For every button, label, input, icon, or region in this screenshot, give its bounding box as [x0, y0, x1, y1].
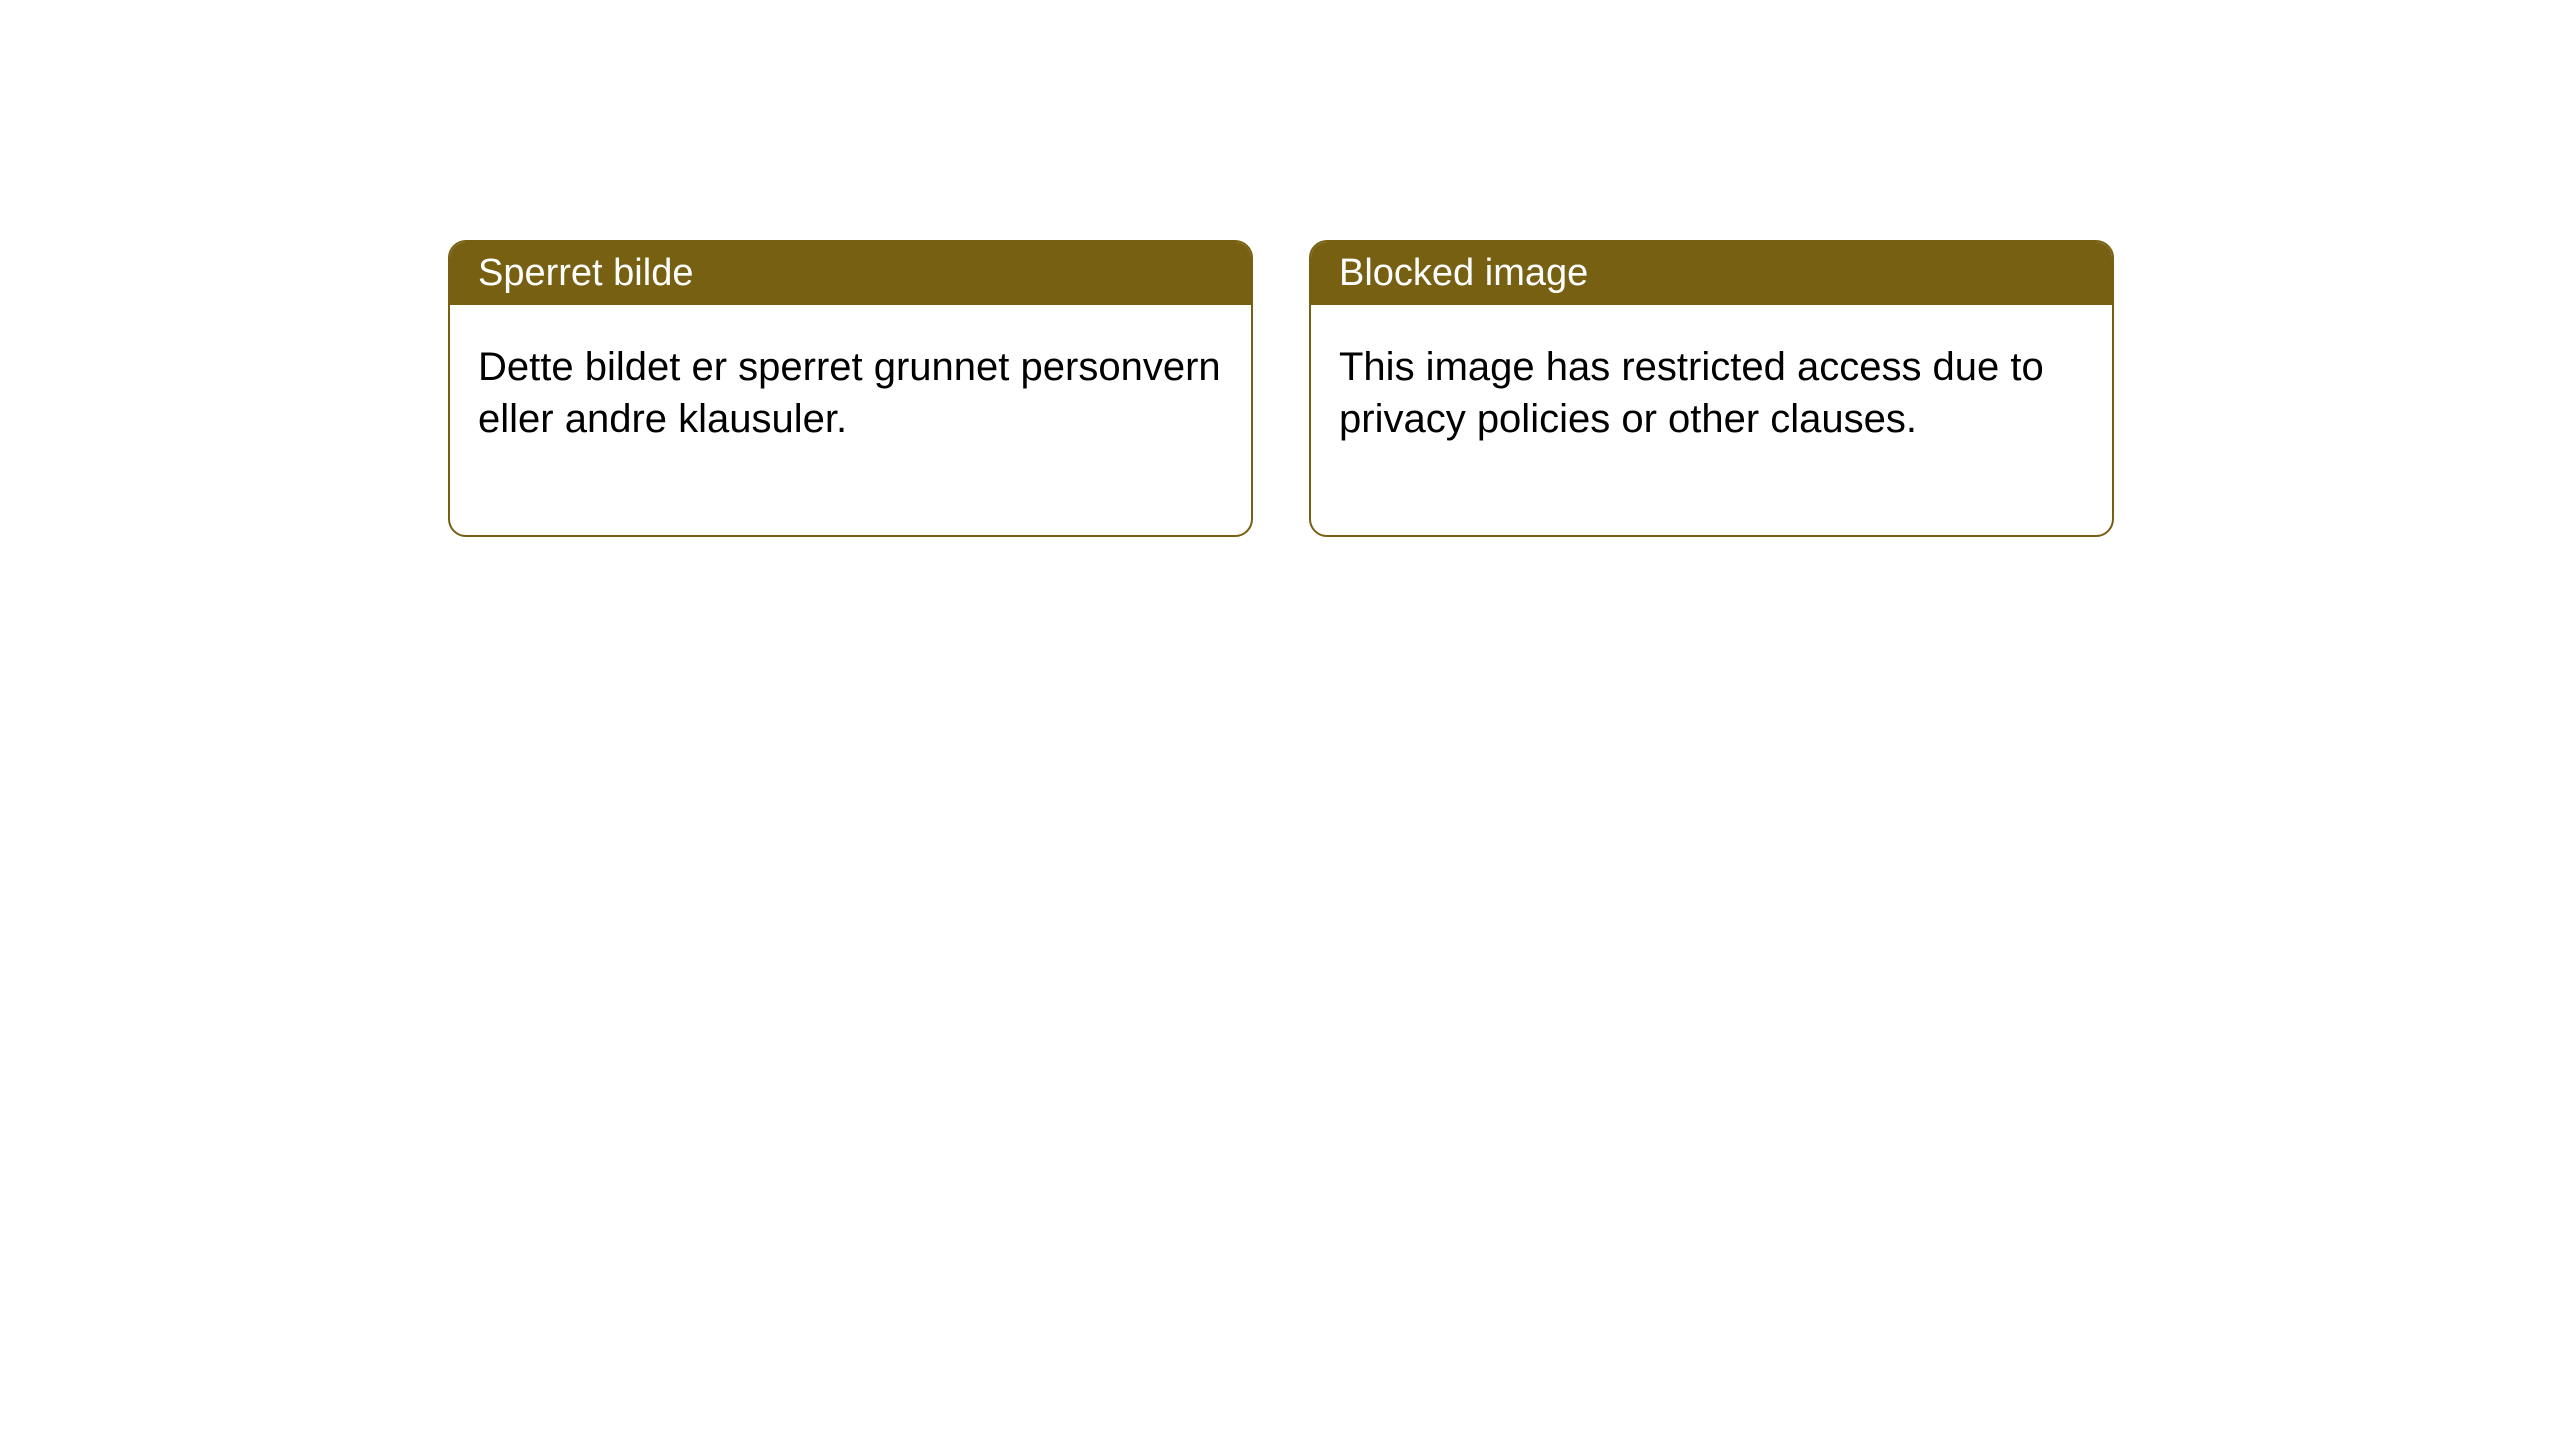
notice-header: Blocked image	[1311, 242, 2112, 305]
notice-card-english: Blocked image This image has restricted …	[1309, 240, 2114, 537]
notice-card-norwegian: Sperret bilde Dette bildet er sperret gr…	[448, 240, 1253, 537]
notice-header: Sperret bilde	[450, 242, 1251, 305]
notice-body: Dette bildet er sperret grunnet personve…	[450, 305, 1251, 535]
notice-container: Sperret bilde Dette bildet er sperret gr…	[0, 0, 2560, 537]
notice-body: This image has restricted access due to …	[1311, 305, 2112, 535]
